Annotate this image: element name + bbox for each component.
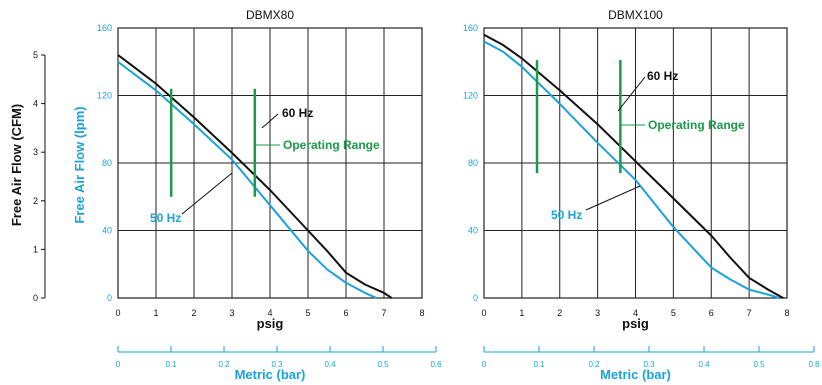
series-line-50hz <box>483 40 780 299</box>
cfm-axis: Free Air Flow (CFM) 0 1 2 3 4 5 <box>9 50 46 303</box>
lpm-tick-label: 80 <box>102 158 112 168</box>
metric-tick-label: 0.2 <box>588 360 600 369</box>
annotation-60hz-leader <box>617 76 646 112</box>
series-line-60hz <box>483 33 784 299</box>
psig-tick-label: 0 <box>115 308 120 318</box>
psig-tick-label: 6 <box>343 308 348 318</box>
annotation-50hz-leader <box>585 185 641 211</box>
cfm-tick-label: 4 <box>33 99 38 109</box>
metric-tick-label: 0.5 <box>377 360 389 369</box>
operating-range-label: Operating Range <box>648 118 745 132</box>
metric-axis-label: Metric (bar) <box>600 367 671 382</box>
psig-tick-label: 2 <box>557 308 562 318</box>
psig-axis-label: psig <box>622 316 649 331</box>
metric-axis-label: Metric (bar) <box>235 367 306 382</box>
cfm-tick-label: 2 <box>33 196 38 206</box>
chart-title: DBMX100 <box>608 8 663 22</box>
lpm-tick-label: 120 <box>463 91 478 101</box>
annotation-60hz-leader <box>261 113 279 129</box>
psig-tick-label: 4 <box>633 308 638 318</box>
lpm-tick-label: 160 <box>463 23 478 33</box>
plot-frame <box>483 27 788 299</box>
metric-tick-label: 0.6 <box>808 360 820 369</box>
metric-tick-label: 0.1 <box>165 360 177 369</box>
lpm-tick-label: 120 <box>97 91 112 101</box>
psig-axis-label: psig <box>257 316 284 331</box>
psig-tick-label: 5 <box>305 308 310 318</box>
psig-tick-label: 1 <box>519 308 524 318</box>
annotation-50hz-leader <box>181 172 233 215</box>
lpm-tick-label: 80 <box>468 158 478 168</box>
psig-tick-label: 2 <box>191 308 196 318</box>
operating-range-label: Operating Range <box>283 138 380 152</box>
lpm-tick-label: 0 <box>107 293 112 303</box>
annotation-50hz: 50 Hz <box>150 211 181 225</box>
series-line-50hz <box>117 61 377 299</box>
cfm-axis-label: Free Air Flow (CFM) <box>9 104 24 226</box>
plot-frame <box>117 27 423 299</box>
psig-tick-label: 7 <box>381 308 386 318</box>
chart-panel-dbmx100: DBMX100 0 40 80 120 160 0 1 2 3 4 5 6 7 8 psig 0 0.1 0.2 0.… <box>463 8 820 382</box>
psig-tick-label: 7 <box>747 308 752 318</box>
psig-tick-label: 4 <box>267 308 272 318</box>
metric-tick-label: 0.1 <box>533 360 545 369</box>
psig-tick-label: 1 <box>153 308 158 318</box>
chart-panel-dbmx80: DBMX80 0 40 80 120 160 0 1 2 3 4 5 6 7 8 psig 0 0.1 0.2 0.3… <box>97 8 442 382</box>
psig-tick-label: 3 <box>595 308 600 318</box>
metric-tick-label: 0.3 <box>643 360 655 369</box>
metric-tick-label: 0 <box>482 360 487 369</box>
metric-tick-label: 0.3 <box>271 360 283 369</box>
annotation-60hz: 60 Hz <box>282 106 313 120</box>
annotation-50hz: 50 Hz <box>551 208 582 222</box>
cfm-tick-label: 1 <box>33 244 38 254</box>
psig-tick-label: 0 <box>481 308 486 318</box>
lpm-tick-label: 40 <box>468 226 478 236</box>
lpm-axis-label: Free Air Flow (lpm) <box>72 106 87 223</box>
annotation-60hz: 60 Hz <box>647 69 678 83</box>
metric-tick-label: 0.4 <box>698 360 710 369</box>
metric-tick-label: 0.6 <box>430 360 442 369</box>
metric-tick-label: 0.5 <box>753 360 765 369</box>
lpm-tick-label: 40 <box>102 226 112 236</box>
psig-tick-label: 5 <box>671 308 676 318</box>
metric-tick-label: 0 <box>116 360 121 369</box>
lpm-tick-label: 0 <box>473 293 478 303</box>
cfm-axis-ticks: 0 1 2 3 4 5 <box>33 50 46 303</box>
metric-tick-label: 0.4 <box>324 360 336 369</box>
cfm-tick-label: 0 <box>33 293 38 303</box>
series-line-60hz <box>117 54 393 299</box>
psig-tick-label: 3 <box>229 308 234 318</box>
psig-tick-label: 8 <box>784 308 789 318</box>
metric-tick-label: 0.2 <box>218 360 230 369</box>
lpm-tick-label: 160 <box>97 23 112 33</box>
cfm-tick-label: 5 <box>33 50 38 60</box>
psig-tick-label: 8 <box>419 308 424 318</box>
psig-tick-label: 6 <box>709 308 714 318</box>
cfm-tick-label: 3 <box>33 147 38 157</box>
chart-title: DBMX80 <box>246 8 294 22</box>
